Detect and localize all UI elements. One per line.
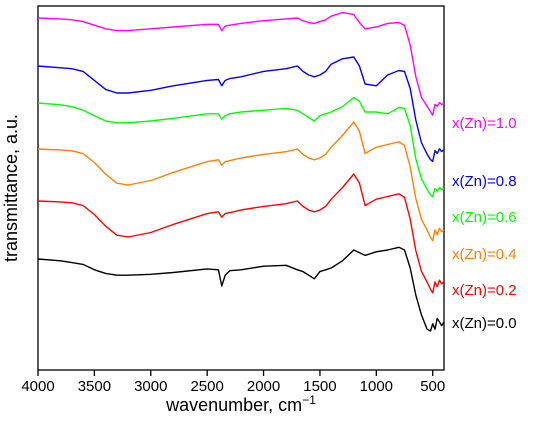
legend-entry-0: x(Zn)=0.0 xyxy=(452,315,517,332)
x-tick-label-3: 2500 xyxy=(190,378,223,395)
x-tick-label-4: 2000 xyxy=(247,378,280,395)
legend-entry-5: x(Zn)=1.0 xyxy=(452,115,517,132)
legend-entry-2: x(Zn)=0.4 xyxy=(452,246,517,263)
legend-entry-3: x(Zn)=0.6 xyxy=(452,209,517,226)
series-line-2 xyxy=(37,121,445,242)
x-tick-label-2: 3000 xyxy=(134,378,167,395)
x-tick-label-6: 1000 xyxy=(360,378,393,395)
plot-border xyxy=(37,5,445,371)
x-tick-label-0: 4000 xyxy=(21,378,54,395)
series-line-5 xyxy=(37,11,445,116)
y-axis-title: transmittance, a.u. xyxy=(1,114,21,262)
series-line-4 xyxy=(37,56,445,163)
legend-entry-1: x(Zn)=0.2 xyxy=(452,282,517,299)
series-line-1 xyxy=(37,173,445,294)
x-axis-title: wavenumber, cm−1 xyxy=(165,393,316,415)
x-tick-label-5: 1500 xyxy=(303,378,336,395)
x-tick-label-1: 3500 xyxy=(78,378,111,395)
axis-layer: 4000 3500 3000 2500 2000 1500 1000 500 wavenumbe… xyxy=(1,114,445,415)
legend-layer: x(Zn)=0.0 x(Zn)=0.2 x(Zn)=0.4 x(Zn)=0.6 x(Zn… xyxy=(452,115,517,332)
series-line-0 xyxy=(37,246,445,332)
plot-frame xyxy=(37,5,445,371)
legend-entry-4: x(Zn)=0.8 xyxy=(452,173,517,190)
x-tick-label-7: 500 xyxy=(420,378,445,395)
series-layer xyxy=(37,11,445,332)
series-line-3 xyxy=(37,96,445,198)
